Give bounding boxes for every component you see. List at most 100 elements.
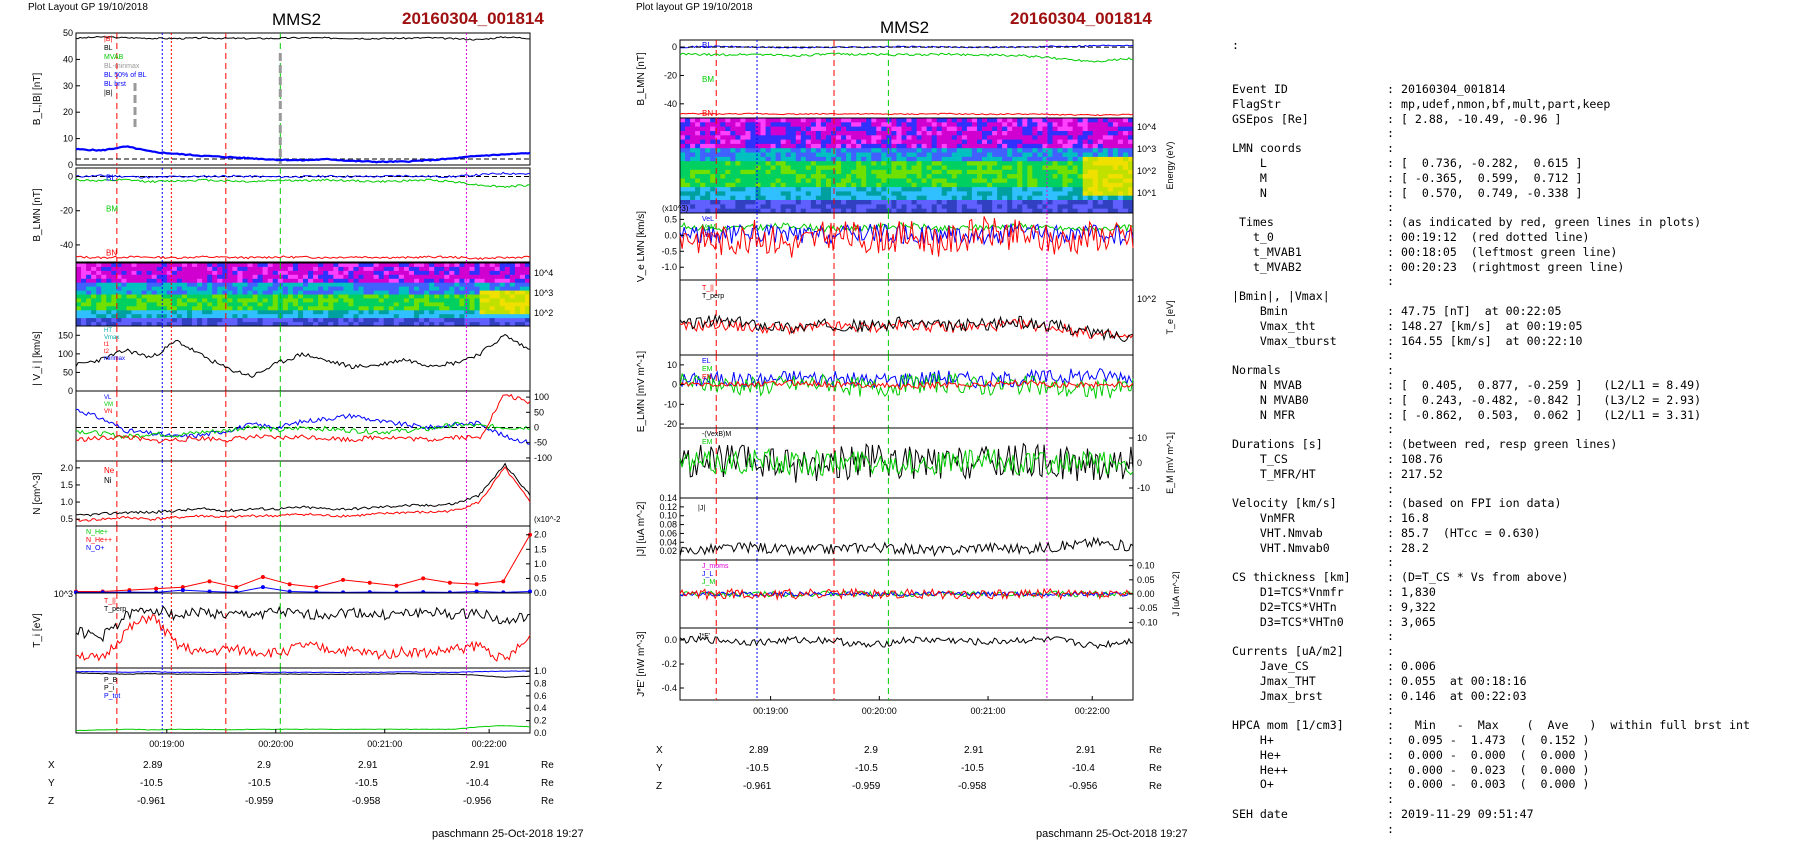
spectrogram-cell [479, 306, 486, 311]
spectrogram-cell [1027, 143, 1033, 149]
spectrogram-cell [338, 278, 344, 284]
spectrogram-cell [368, 274, 375, 280]
spectrogram-cell [720, 148, 726, 153]
spectrogram-cell [891, 126, 897, 132]
spectrogram-cell [1102, 122, 1109, 128]
spectrogram-cell [971, 148, 978, 153]
spectrogram-cell [171, 274, 178, 280]
spectrogram-cell [459, 322, 465, 327]
spectrogram-cell [987, 131, 993, 136]
spectrogram-cell [181, 274, 188, 280]
spectrogram-cell [282, 318, 289, 323]
spectrogram-cell [469, 302, 475, 307]
spectrogram-cell [298, 298, 304, 303]
spectrogram-cell [181, 322, 188, 327]
spectrogram-cell [76, 306, 82, 311]
spectrogram-cell [871, 174, 877, 179]
spectrogram-cell [96, 263, 102, 268]
spectrogram-cell [146, 290, 153, 295]
spectrogram-cell [111, 310, 117, 315]
spectrogram-cell [705, 161, 711, 166]
spectrogram-cell [1067, 182, 1074, 188]
spectrogram-cell [272, 310, 279, 315]
spectrogram-cell [780, 174, 787, 179]
spectrogram-cell [272, 263, 279, 268]
spectrogram-cell [212, 286, 218, 291]
spectrogram-cell [519, 282, 526, 288]
info-row: H+: 0.095 - 1.473 ( 0.152 ) [1232, 733, 1750, 748]
spectrogram-cell [469, 263, 475, 268]
spectrogram-cell [871, 182, 877, 188]
spectrogram-cell [393, 306, 400, 311]
spectrogram-cell [690, 182, 696, 188]
spectrogram-cell [951, 187, 958, 192]
spectrogram-cell [755, 135, 761, 141]
left-pos-z-value: -0.958 [352, 796, 381, 807]
spectrogram-cell [434, 286, 440, 291]
spectrogram-cell [936, 165, 943, 171]
spectrogram-cell [745, 122, 751, 128]
spectrogram-cell [901, 152, 907, 158]
spectrogram-cell [328, 266, 334, 272]
spectrogram-cell [1017, 208, 1023, 214]
spectrogram-cell [861, 178, 867, 184]
spectrogram-cell [343, 322, 349, 327]
spectrogram-cell [720, 118, 726, 123]
spectrogram-cell [444, 318, 450, 323]
spectrogram-cell [685, 204, 691, 210]
spectrogram-cell [1117, 174, 1124, 179]
spectrogram-cell [891, 118, 897, 123]
spectrogram-cell [1077, 204, 1084, 210]
spectrogram-cell [454, 306, 460, 311]
spectrogram-cell [941, 208, 948, 214]
spectrogram-cell [1007, 152, 1013, 158]
spectrogram-cell [424, 318, 430, 323]
spectrogram-cell [866, 131, 872, 136]
spectrogram-cell [161, 263, 168, 268]
spectrogram-cell [1062, 178, 1068, 184]
legend-label: T_|| [104, 598, 116, 605]
spectrogram-cell [1022, 135, 1028, 141]
spectrogram-cell [1057, 148, 1063, 153]
spectrogram-cell [785, 126, 792, 132]
spectrogram-cell [514, 282, 521, 288]
spectrogram-cell [800, 169, 807, 175]
spectrogram-cell [710, 143, 716, 149]
spectrogram-cell [826, 118, 832, 123]
spectrogram-cell [111, 302, 117, 307]
spectrogram-cell [151, 310, 158, 315]
spectrogram-cell [911, 169, 917, 175]
spectrogram-cell [171, 266, 178, 272]
spectrogram-cell [181, 263, 188, 268]
spectrogram-cell [161, 318, 168, 323]
spectrogram-cell [886, 174, 892, 179]
spectrogram-cell [951, 204, 958, 210]
spectrogram-cell [1007, 200, 1013, 205]
spectrogram-cell [439, 310, 445, 315]
spectrogram-cell [760, 191, 766, 197]
spectrogram-cell [826, 148, 832, 153]
spectrogram-cell [525, 322, 531, 327]
y-tick-label: 20 [63, 107, 73, 117]
spectrogram-cell [207, 278, 213, 284]
spectrogram-cell [966, 204, 973, 210]
spectrogram-cell [946, 200, 953, 205]
spectrogram-cell [760, 204, 766, 210]
spectrogram-cell [876, 131, 882, 136]
spectrogram-cell [454, 270, 460, 276]
spectrogram-cell [815, 156, 822, 162]
spectrogram-cell [126, 263, 132, 268]
spectrogram-cell [1052, 118, 1058, 123]
spectrogram-cell [509, 278, 516, 284]
spectrogram-cell [116, 298, 122, 303]
spectrogram-cell [161, 306, 168, 311]
info-row: M: [ -0.365, 0.599, 0.712 ] [1232, 171, 1750, 186]
spectrogram-cell [1022, 122, 1028, 128]
spectrogram-cell [956, 135, 963, 141]
spectrogram-cell [1022, 178, 1028, 184]
spectrogram-cell [348, 314, 354, 319]
spectrogram-cell [318, 274, 324, 280]
spectrogram-cell [484, 302, 491, 307]
spectrogram-cell [1077, 174, 1084, 179]
spectrogram-cell [1012, 139, 1018, 145]
